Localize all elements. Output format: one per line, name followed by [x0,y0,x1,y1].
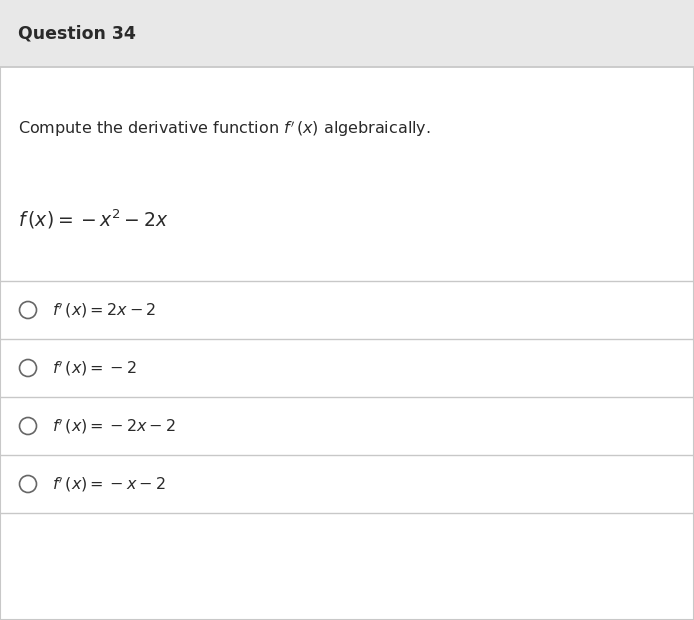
Text: $f^{\prime}\,(x) = -2x - 2$: $f^{\prime}\,(x) = -2x - 2$ [52,417,176,436]
Text: $f^{\prime}\,(x) = -x - 2$: $f^{\prime}\,(x) = -x - 2$ [52,474,166,494]
Text: $f\,(x) = -x^2 - 2x$: $f\,(x) = -x^2 - 2x$ [18,207,169,231]
Text: $f^{\prime}\,(x) = -2$: $f^{\prime}\,(x) = -2$ [52,358,137,378]
Text: Question 34: Question 34 [18,25,136,43]
Bar [0,0,694,67]
Text: Compute the derivative function $f^{\prime}\,(x)$ algebraically.: Compute the derivative function $f^{\pri… [18,119,431,139]
Text: $f^{\prime}\,(x) = 2x - 2$: $f^{\prime}\,(x) = 2x - 2$ [52,300,156,320]
